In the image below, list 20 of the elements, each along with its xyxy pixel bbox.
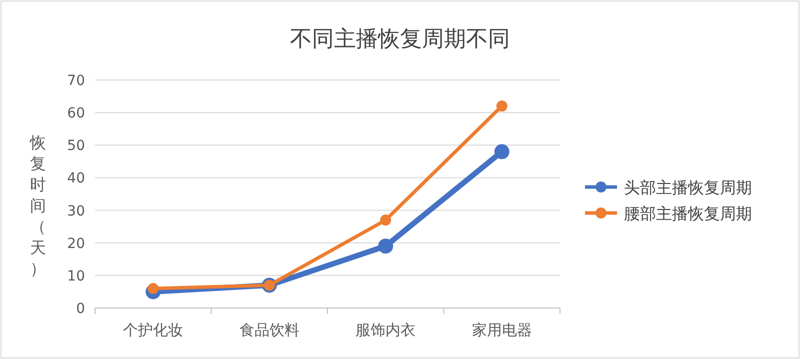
- y-tick-label: 60: [67, 106, 85, 122]
- point: [378, 238, 394, 254]
- y-tick-label: 70: [67, 73, 85, 89]
- y-tick-label: 10: [67, 268, 85, 284]
- y-tick-label: 20: [67, 236, 85, 252]
- point: [496, 100, 508, 112]
- x-tick-label: 服饰内衣: [356, 321, 416, 339]
- x-tick-label: 食品饮料: [239, 321, 300, 339]
- point: [494, 144, 510, 160]
- legend-label: 腰部主播恢复周期: [624, 204, 752, 223]
- y-axis-title: 恢复时间（天）: [29, 133, 46, 278]
- y-tick-label: 40: [67, 170, 85, 187]
- y-tick-label: 0: [76, 301, 85, 317]
- legend-label: 头部主播恢复周期: [624, 178, 752, 197]
- y-tick-label: 30: [67, 203, 85, 220]
- x-tick-label: 家用电器: [472, 321, 532, 339]
- chart-title: 不同主播恢复周期不同: [290, 27, 510, 52]
- x-tick-label: 个护化妆: [123, 321, 184, 339]
- point: [380, 214, 392, 226]
- y-tick-label: 50: [67, 138, 85, 154]
